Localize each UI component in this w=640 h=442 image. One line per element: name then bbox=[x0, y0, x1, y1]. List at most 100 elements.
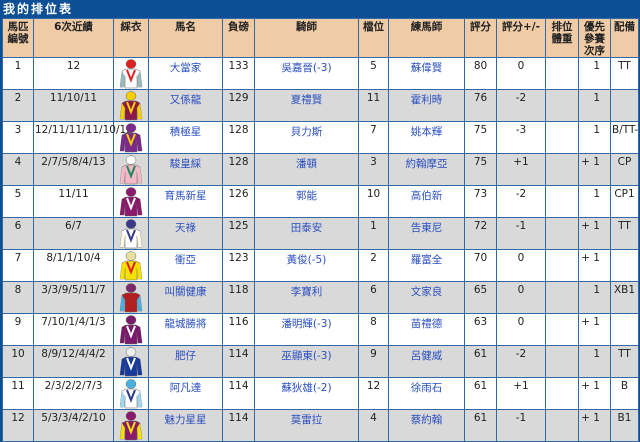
jockey-cell[interactable]: 潘頓 bbox=[254, 153, 359, 186]
trainer-cell[interactable]: 羅富全 bbox=[388, 249, 465, 282]
trainer-cell[interactable]: 姚本輝 bbox=[388, 121, 465, 154]
gear-cell bbox=[610, 313, 639, 346]
horse-name-cell[interactable]: 育馬新星 bbox=[148, 185, 223, 218]
gear-cell: TT bbox=[610, 217, 639, 250]
recent-form-cell: 2/7/5/8/4/13 bbox=[33, 153, 114, 186]
gear-cell: TT bbox=[610, 57, 639, 90]
body-weight-cell bbox=[545, 409, 579, 442]
table-row: 12 5/3/3/4/2/10 魅力星星 114 莫雷拉 4 蔡約翰 61 -1 + 1 B1 bbox=[2, 409, 639, 442]
gear-cell: B1 bbox=[610, 409, 639, 442]
horse-name-cell[interactable]: 龍城勝將 bbox=[148, 313, 223, 346]
jockey-cell[interactable]: 莫雷拉 bbox=[254, 409, 359, 442]
weight-cell: 128 bbox=[222, 153, 255, 186]
trainer-cell[interactable]: 告東尼 bbox=[388, 217, 465, 250]
horse-name-cell[interactable]: 天祿 bbox=[148, 217, 223, 250]
silks-cell bbox=[113, 313, 149, 346]
rating-change-cell: -1 bbox=[496, 217, 546, 250]
trainer-cell[interactable]: 蘇偉賢 bbox=[388, 57, 465, 90]
jockey-cell[interactable]: 李寶利 bbox=[254, 281, 359, 314]
silks-cell bbox=[113, 377, 149, 410]
weight-cell: 129 bbox=[222, 89, 255, 122]
horse-name-cell[interactable]: 肥仔 bbox=[148, 345, 223, 378]
jockey-cell[interactable]: 巫顯東(-3) bbox=[254, 345, 359, 378]
horse-no-cell: 3 bbox=[2, 121, 34, 154]
col-priority: 優先參賽次序 bbox=[578, 18, 611, 58]
trainer-cell[interactable]: 文家良 bbox=[388, 281, 465, 314]
body-weight-cell bbox=[545, 57, 579, 90]
jockey-silks-icon bbox=[119, 59, 143, 89]
trainer-cell[interactable]: 苗禮德 bbox=[388, 313, 465, 346]
weight-cell: 123 bbox=[222, 249, 255, 282]
jockey-silks-icon bbox=[119, 315, 143, 345]
silks-cell bbox=[113, 57, 149, 90]
trainer-cell[interactable]: 霍利時 bbox=[388, 89, 465, 122]
rating-cell: 61 bbox=[464, 345, 497, 378]
recent-form-cell: 12/11/11/11/10/12 bbox=[33, 121, 133, 154]
horse-no-cell: 9 bbox=[2, 313, 34, 346]
trainer-cell[interactable]: 約翰摩亞 bbox=[388, 153, 465, 186]
horse-name-cell[interactable]: 駿皇綵 bbox=[148, 153, 223, 186]
rating-change-cell: -3 bbox=[496, 121, 546, 154]
recent-form-cell: 11/11 bbox=[33, 185, 114, 218]
priority-cell: + 1 bbox=[578, 153, 611, 186]
horse-name-cell[interactable]: 魅力星星 bbox=[148, 409, 223, 442]
jockey-silks-icon bbox=[119, 251, 143, 281]
jockey-cell[interactable]: 潘明輝(-3) bbox=[254, 313, 359, 346]
body-weight-cell bbox=[545, 121, 579, 154]
race-card-table: 馬匹編號 6次近績 綵衣 馬名 負磅 騎師 檔位 練馬師 評分 評分+/- 排位體重 優先參賽次序 配備… bbox=[2, 18, 639, 442]
table-row: 5 11/11 育馬新星 126 郭能 10 高伯新 73 -2 1 CP1 bbox=[2, 185, 639, 218]
weight-cell: 126 bbox=[222, 185, 255, 218]
jockey-silks-icon bbox=[119, 123, 143, 153]
jockey-cell[interactable]: 郭能 bbox=[254, 185, 359, 218]
draw-cell: 4 bbox=[358, 409, 389, 442]
trainer-cell[interactable]: 蔡約翰 bbox=[388, 409, 465, 442]
horse-no-cell: 11 bbox=[2, 377, 34, 410]
jockey-silks-icon bbox=[119, 187, 143, 217]
col-recent-form: 6次近績 bbox=[33, 18, 114, 58]
table-row: 3 12/11/11/11/10/12 積極星 128 貝力斯 7 姚本輝 75 -3 1 B/T… bbox=[2, 121, 639, 154]
horse-name-cell[interactable]: 積極星 bbox=[148, 121, 223, 154]
silks-cell bbox=[113, 249, 149, 282]
jockey-cell[interactable]: 蘇狄雄(-2) bbox=[254, 377, 359, 410]
horse-no-cell: 10 bbox=[2, 345, 34, 378]
jockey-cell[interactable]: 黃俊(-5) bbox=[254, 249, 359, 282]
table-row: 9 7/10/1/4/1/3 龍城勝將 116 潘明輝(-3) 8 苗禮德 63 0 + 1 bbox=[2, 313, 639, 346]
col-horse-name: 馬名 bbox=[148, 18, 223, 58]
jockey-cell[interactable]: 田泰安 bbox=[254, 217, 359, 250]
col-horse-no: 馬匹編號 bbox=[2, 18, 34, 58]
horse-name-cell[interactable]: 叫關健康 bbox=[148, 281, 223, 314]
recent-form-cell: 5/3/3/4/2/10 bbox=[33, 409, 114, 442]
horse-no-cell: 1 bbox=[2, 57, 34, 90]
col-rating: 評分 bbox=[464, 18, 497, 58]
recent-form-cell: 2/3/2/2/7/3 bbox=[33, 377, 114, 410]
horse-no-cell: 12 bbox=[2, 409, 34, 442]
body-weight-cell bbox=[545, 281, 579, 314]
weight-cell: 114 bbox=[222, 345, 255, 378]
horse-name-cell[interactable]: 衝亞 bbox=[148, 249, 223, 282]
priority-cell: 1 bbox=[578, 121, 611, 154]
table-header: 馬匹編號 6次近績 綵衣 馬名 負磅 騎師 檔位 練馬師 評分 評分+/- 排位體重 優先參賽次序 配備 bbox=[2, 18, 639, 58]
jockey-cell[interactable]: 貝力斯 bbox=[254, 121, 359, 154]
jockey-cell[interactable]: 吳嘉晉(-3) bbox=[254, 57, 359, 90]
gear-cell: B/TT- bbox=[610, 121, 639, 154]
rating-change-cell: 0 bbox=[496, 249, 546, 282]
horse-name-cell[interactable]: 阿凡達 bbox=[148, 377, 223, 410]
rating-cell: 61 bbox=[464, 377, 497, 410]
body-weight-cell bbox=[545, 153, 579, 186]
trainer-cell[interactable]: 徐雨石 bbox=[388, 377, 465, 410]
rating-cell: 63 bbox=[464, 313, 497, 346]
horse-name-cell[interactable]: 又係龍 bbox=[148, 89, 223, 122]
col-weight: 負磅 bbox=[222, 18, 255, 58]
recent-form-cell: 8/1/1/10/4 bbox=[33, 249, 114, 282]
rating-change-cell: 0 bbox=[496, 57, 546, 90]
rating-change-cell: -2 bbox=[496, 345, 546, 378]
trainer-cell[interactable]: 高伯新 bbox=[388, 185, 465, 218]
rating-change-cell: +1 bbox=[496, 153, 546, 186]
trainer-cell[interactable]: 呂健威 bbox=[388, 345, 465, 378]
jockey-cell[interactable]: 夏禮賢 bbox=[254, 89, 359, 122]
horse-name-cell[interactable]: 大當家 bbox=[148, 57, 223, 90]
table-row: 6 6/7 天祿 125 田泰安 1 告東尼 72 -1 + 1 TT bbox=[2, 217, 639, 250]
rating-cell: 73 bbox=[464, 185, 497, 218]
rating-cell: 65 bbox=[464, 281, 497, 314]
